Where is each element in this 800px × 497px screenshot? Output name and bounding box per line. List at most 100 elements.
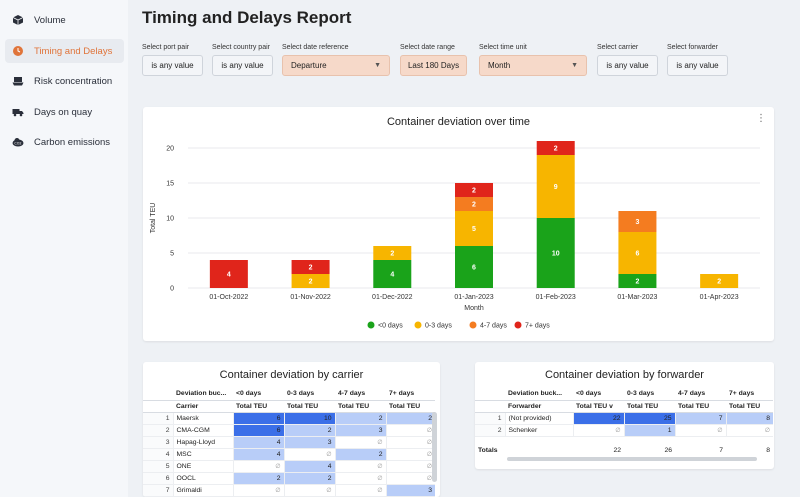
column-header[interactable]: <0 days xyxy=(233,388,284,401)
measure-header[interactable]: Total TEU xyxy=(386,400,435,413)
column-header[interactable]: 7+ days xyxy=(726,388,773,401)
chevron-down-icon: ▼ xyxy=(374,62,381,69)
forwarder-select[interactable]: is any value xyxy=(667,55,728,76)
measure-header[interactable]: Total TEU xyxy=(335,400,386,413)
filter-carrier: Select carrier is any value xyxy=(597,44,658,76)
bar-segment xyxy=(455,211,493,246)
horizontal-scrollbar[interactable] xyxy=(507,457,757,461)
column-header[interactable]: 4-7 days xyxy=(675,388,726,401)
x-axis-label: Month xyxy=(464,305,484,312)
column-header[interactable]: <0 days xyxy=(573,388,624,401)
bar-segment xyxy=(536,218,575,288)
table-row[interactable]: 5 ONE ∅ 4 ∅ ∅ xyxy=(143,460,435,473)
data-label: 2 xyxy=(390,251,394,258)
measure-header[interactable]: Total TEU xyxy=(675,400,726,413)
row-number: 1 xyxy=(143,412,173,425)
value-cell: 3 xyxy=(385,484,435,497)
measure-header[interactable]: Total TEU xyxy=(284,400,335,413)
row-dimension-header[interactable]: Forwarder xyxy=(505,400,573,413)
filter-value: is any value xyxy=(676,61,719,70)
filter-label: Select port pair xyxy=(142,44,190,51)
sidebar-item-timing-and-delays[interactable]: Timing and Delays xyxy=(5,39,124,63)
row-number: 6 xyxy=(143,472,173,485)
forwarder-table: Deviation buck... <0 days 0-3 days 4-7 days… xyxy=(475,388,773,456)
time-unit-select[interactable]: Month ▼ xyxy=(479,55,587,76)
filter-value: Last 180 Days xyxy=(407,61,460,70)
value-cell: 1 xyxy=(623,424,675,437)
y-tick-label: 15 xyxy=(166,181,174,188)
filter-value: is any value xyxy=(221,61,264,70)
measure-header[interactable]: Total TEU xyxy=(233,400,284,413)
bar-segment xyxy=(700,274,739,288)
sidebar-item-volume[interactable]: Volume xyxy=(5,8,124,32)
x-tick-label: 01-Mar-2023 xyxy=(617,294,657,301)
column-header[interactable]: 0-3 days xyxy=(284,388,335,401)
data-label: 5 xyxy=(472,226,476,233)
table-row[interactable]: 1 (Not provided) 22 25 7 8 xyxy=(475,412,773,425)
x-tick-label: 01-Jan-2023 xyxy=(454,294,493,301)
column-header[interactable]: 7+ days xyxy=(386,388,435,401)
bar-segment xyxy=(618,232,657,274)
total-cell: 26 xyxy=(664,446,672,454)
data-label: 10 xyxy=(552,251,560,258)
data-label: 9 xyxy=(554,184,558,191)
value-cell: 3 xyxy=(283,436,335,449)
column-header[interactable]: 0-3 days xyxy=(624,388,675,401)
value-cell: ∅ xyxy=(334,436,386,449)
svg-text:CO2: CO2 xyxy=(14,142,21,146)
table-row[interactable]: 7 Grimaldi ∅ ∅ ∅ 3 xyxy=(143,484,435,497)
total-cell: 8 xyxy=(766,446,770,454)
sidebar-item-risk-concentration[interactable]: Risk concentration xyxy=(5,69,124,93)
country-pair-select[interactable]: is any value xyxy=(212,55,273,76)
vertical-scrollbar[interactable] xyxy=(432,412,437,482)
filter-country-pair: Select country pair is any value xyxy=(212,44,273,76)
value-cell: ∅ xyxy=(572,424,624,437)
legend-label: 7+ days xyxy=(525,323,550,330)
bar-segment xyxy=(209,260,248,288)
pivot-header[interactable]: Deviation buck... xyxy=(505,388,573,401)
table-row[interactable]: 1 Maersk 6 10 2 2 xyxy=(143,412,435,425)
table-row[interactable]: 2 CMA-CGM 6 2 3 ∅ xyxy=(143,424,435,437)
value-cell: 7 xyxy=(674,412,726,425)
sidebar-item-label: Carbon emissions xyxy=(34,136,111,148)
value-cell: 6 xyxy=(232,424,284,437)
row-label: Schenker xyxy=(504,424,573,437)
table-row[interactable]: 2 Schenker ∅ 1 ∅ ∅ xyxy=(475,424,773,437)
row-label: ONE xyxy=(172,460,233,473)
value-cell: 2 xyxy=(334,448,386,461)
x-tick-label: 01-Apr-2023 xyxy=(700,294,739,301)
x-tick-label: 01-Oct-2022 xyxy=(209,294,248,301)
sidebar-item-label: Days on quay xyxy=(34,106,93,118)
measure-header[interactable]: Total TEU xyxy=(624,400,675,413)
table-row[interactable]: 4 MSC 4 ∅ 2 ∅ xyxy=(143,448,435,461)
pivot-header[interactable]: Deviation buc... xyxy=(173,388,233,401)
data-label: 2 xyxy=(309,265,313,272)
bar-segment xyxy=(455,183,493,197)
filter-label: Select country pair xyxy=(212,44,270,51)
data-label: 6 xyxy=(635,251,639,258)
row-dimension-header[interactable]: Carrier xyxy=(173,400,233,413)
data-label: 4 xyxy=(390,272,394,279)
measure-header[interactable]: Total TEU v xyxy=(573,400,624,413)
legend-swatch xyxy=(469,321,477,329)
sidebar-item-carbon-emissions[interactable]: CO2 Carbon emissions xyxy=(5,130,124,154)
filter-label: Select date range xyxy=(400,44,455,51)
filter-value: is any value xyxy=(606,61,649,70)
value-cell: ∅ xyxy=(385,460,435,473)
row-label: (Not provided) xyxy=(504,412,573,425)
column-header[interactable]: 4-7 days xyxy=(335,388,386,401)
date-reference-select[interactable]: Departure ▼ xyxy=(282,55,390,76)
more-options-icon[interactable]: ⋮ xyxy=(756,113,766,124)
port-pair-select[interactable]: is any value xyxy=(142,55,203,76)
sidebar-item-days-on-quay[interactable]: Days on quay xyxy=(5,100,124,124)
row-number: 3 xyxy=(143,436,173,449)
filter-date-range: Select date range Last 180 Days xyxy=(400,44,467,76)
date-range-select[interactable]: Last 180 Days xyxy=(400,55,467,76)
value-cell: 4 xyxy=(232,436,284,449)
table-row[interactable]: 3 Hapag-Lloyd 4 3 ∅ ∅ xyxy=(143,436,435,449)
table-row[interactable]: 6 OOCL 2 2 ∅ ∅ xyxy=(143,472,435,485)
measure-header[interactable]: Total TEU xyxy=(726,400,773,413)
sidebar-item-label: Timing and Delays xyxy=(34,45,113,57)
data-label: 2 xyxy=(472,202,476,209)
carrier-select[interactable]: is any value xyxy=(597,55,658,76)
